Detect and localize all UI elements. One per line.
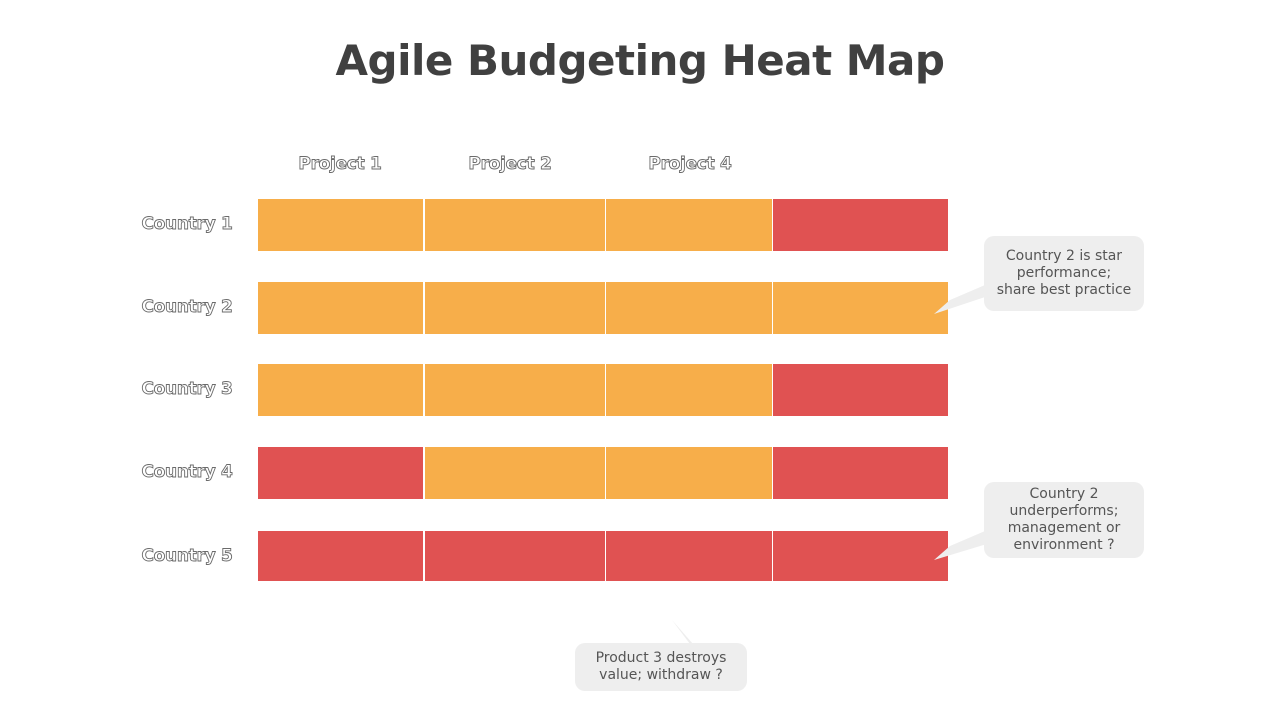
heatmap-cell-r2-c2 <box>425 282 605 334</box>
heatmap-cell-r5-c3 <box>606 531 772 581</box>
row-label-1: Country 1 <box>141 214 233 235</box>
heatmap-cell-r2-c3 <box>606 282 772 334</box>
heatmap-cell-r4-c2 <box>425 447 605 499</box>
column-label-3: Project 4 <box>648 154 732 175</box>
heatmap-cell-r1-c3 <box>606 199 772 251</box>
heatmap-cell-r1-c1 <box>258 199 423 251</box>
heatmap-cell-r1-c4 <box>773 199 948 251</box>
callout-underperforms: Country 2 underperforms; management or e… <box>984 482 1144 558</box>
heatmap-cell-r3-c4 <box>773 364 948 416</box>
row-label-4: Country 4 <box>141 462 233 483</box>
heatmap-cell-r3-c2 <box>425 364 605 416</box>
heatmap-cell-r2-c1 <box>258 282 423 334</box>
heatmap-cell-r1-c2 <box>425 199 605 251</box>
row-label-5: Country 5 <box>141 546 233 567</box>
page-title: Agile Budgeting Heat Map <box>335 36 945 85</box>
heatmap-cell-r4-c3 <box>606 447 772 499</box>
row-label-2: Country 2 <box>141 297 233 318</box>
column-label-2: Project 2 <box>468 154 552 175</box>
heatmap-cell-r2-c4 <box>773 282 948 334</box>
heatmap-cell-r4-c4 <box>773 447 948 499</box>
heatmap-cell-r3-c3 <box>606 364 772 416</box>
heatmap-cell-r5-c4 <box>773 531 948 581</box>
callout-star-performance: Country 2 is star performance; share bes… <box>984 236 1144 311</box>
heatmap-cell-r3-c1 <box>258 364 423 416</box>
heatmap-cell-r5-c1 <box>258 531 423 581</box>
callout-product-destroys-value: Product 3 destroys value; withdraw ? <box>575 643 747 691</box>
heatmap-cell-r5-c2 <box>425 531 605 581</box>
column-label-1: Project 1 <box>298 154 382 175</box>
row-label-3: Country 3 <box>141 379 233 400</box>
heatmap-cell-r4-c1 <box>258 447 423 499</box>
